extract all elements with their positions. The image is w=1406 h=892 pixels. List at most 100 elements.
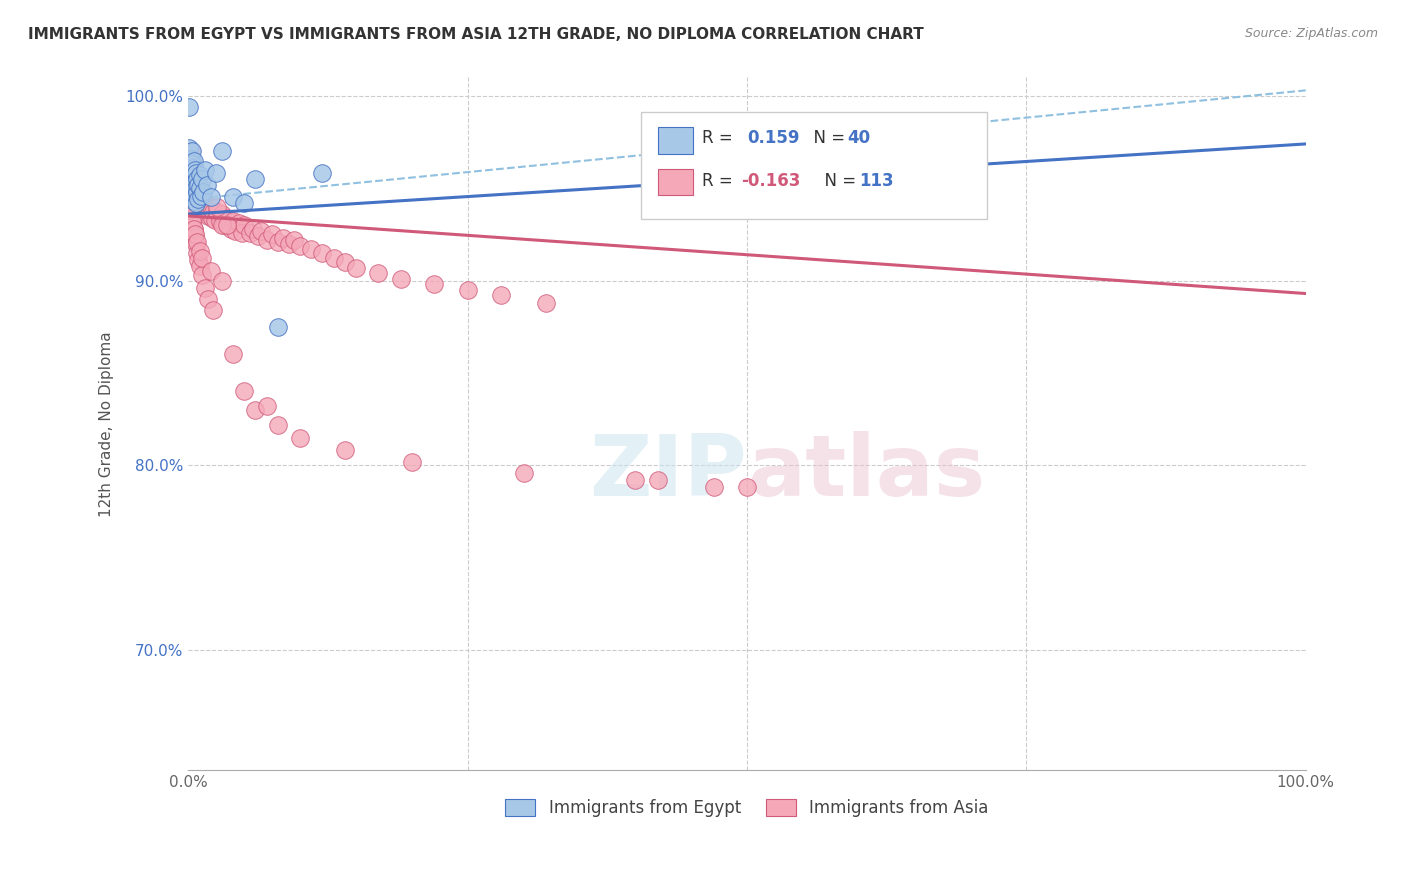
Point <box>180 153 202 168</box>
Text: atlas: atlas <box>747 431 986 514</box>
Point <box>647 473 669 487</box>
Point <box>183 222 205 236</box>
Point <box>183 159 205 173</box>
Point <box>180 170 202 185</box>
Point <box>288 238 311 252</box>
Text: 0.159: 0.159 <box>747 128 800 146</box>
Point <box>188 259 211 273</box>
Point <box>489 288 512 302</box>
Point <box>179 170 201 185</box>
Point <box>194 281 217 295</box>
Point <box>180 145 202 159</box>
Point <box>184 170 207 185</box>
Point <box>322 252 344 266</box>
Text: 113: 113 <box>859 172 893 190</box>
Point <box>179 157 201 171</box>
Point <box>181 178 204 192</box>
Point <box>197 209 219 223</box>
Point <box>283 233 305 247</box>
Point <box>186 178 208 192</box>
Point <box>190 172 212 186</box>
Point <box>205 166 228 180</box>
Point <box>344 260 367 275</box>
Point <box>200 190 222 204</box>
Point <box>267 319 290 334</box>
Point <box>389 271 412 285</box>
Point <box>201 303 224 318</box>
Point <box>211 207 233 221</box>
Legend: Immigrants from Egypt, Immigrants from Asia: Immigrants from Egypt, Immigrants from A… <box>499 792 995 824</box>
Point <box>211 145 233 159</box>
Point <box>183 194 205 209</box>
Point <box>233 384 256 399</box>
Point <box>299 242 322 256</box>
Point <box>184 162 207 177</box>
Point <box>207 200 229 214</box>
Point <box>222 190 245 204</box>
Point <box>219 222 242 236</box>
Point <box>624 473 647 487</box>
Point <box>183 169 205 183</box>
Point <box>190 252 212 266</box>
Point <box>186 185 208 199</box>
Y-axis label: 12th Grade, No Diploma: 12th Grade, No Diploma <box>100 331 114 516</box>
Point <box>183 174 205 188</box>
Point <box>207 205 229 219</box>
Point <box>211 218 233 232</box>
Text: ZIP: ZIP <box>589 431 747 514</box>
Point <box>180 166 202 180</box>
Point <box>233 218 256 232</box>
Point <box>262 227 284 242</box>
Point <box>186 246 208 260</box>
Text: N =: N = <box>803 128 851 146</box>
Point <box>231 226 253 240</box>
Point <box>187 178 209 192</box>
Point <box>186 235 208 249</box>
Point <box>180 157 202 171</box>
Point <box>245 402 267 417</box>
Text: Source: ZipAtlas.com: Source: ZipAtlas.com <box>1244 27 1378 40</box>
Point <box>208 214 231 228</box>
Point <box>181 211 204 225</box>
Point <box>180 183 202 197</box>
Point <box>239 226 262 240</box>
Point <box>224 224 246 238</box>
Point <box>180 200 202 214</box>
Point <box>179 203 201 218</box>
Point <box>512 466 534 480</box>
Point <box>423 277 446 292</box>
Point <box>188 169 211 183</box>
Point <box>217 218 239 232</box>
Bar <box>658 169 693 195</box>
Point <box>186 172 208 186</box>
Point <box>187 192 209 206</box>
Point <box>180 145 202 159</box>
Point <box>242 222 264 236</box>
Point <box>201 211 224 225</box>
Point <box>180 169 202 183</box>
Point <box>195 178 218 192</box>
Point <box>190 188 212 202</box>
Point <box>184 196 207 211</box>
Point <box>256 233 278 247</box>
Point <box>288 431 311 445</box>
Point <box>195 202 218 216</box>
Point <box>273 231 295 245</box>
Point <box>181 161 204 175</box>
Point <box>180 188 202 202</box>
Point <box>180 214 202 228</box>
Point <box>188 196 211 211</box>
Point <box>333 443 356 458</box>
Point <box>180 178 202 192</box>
Point <box>194 198 217 212</box>
Text: 40: 40 <box>848 128 870 146</box>
Point <box>250 224 273 238</box>
Point <box>183 153 205 168</box>
Point <box>186 236 208 251</box>
Point <box>181 164 204 178</box>
Point <box>184 176 207 190</box>
Text: -0.163: -0.163 <box>741 172 801 190</box>
Point <box>702 480 724 494</box>
Point <box>195 207 218 221</box>
Point <box>188 244 211 258</box>
